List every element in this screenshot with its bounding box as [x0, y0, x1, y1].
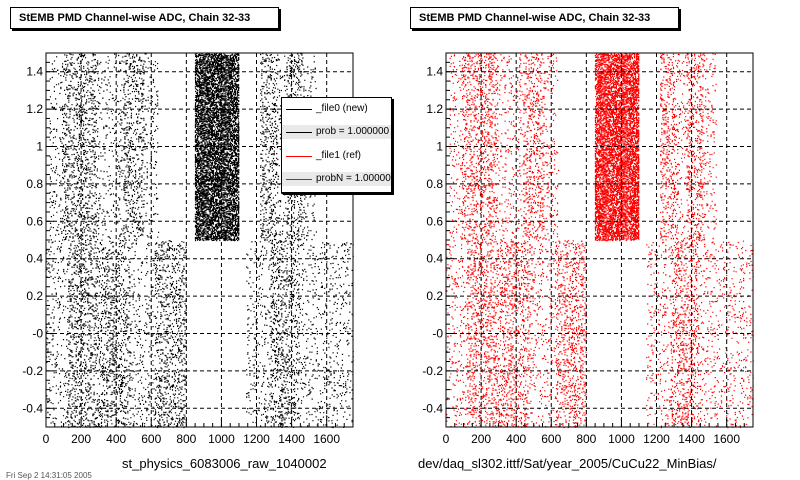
points-lower-medium: [467, 240, 700, 429]
y-tick-label: -0.2: [22, 364, 43, 378]
legend: _file0 (new) prob = 1.000000 _file1 (ref…: [281, 97, 392, 193]
y-tick-label: 1: [36, 140, 43, 154]
y-axis: -0.4 -0.2 -0 0.2 0.4 0.6 0.8 1 1.2 1.4: [22, 52, 54, 428]
y-tick-label: 0.4: [26, 252, 43, 266]
legend-label-ref: _file1 (ref): [316, 150, 362, 161]
timestamp-footnote: Fri Sep 2 14:31:05 2005: [6, 471, 92, 480]
legend-line-probn: [286, 179, 312, 180]
x-axis: 0 200 400 600 800 1000 1200 1400 1600: [43, 419, 354, 446]
y-tick-label: -0.4: [22, 401, 43, 415]
x-tick-label: 1400: [678, 432, 705, 446]
x-tick-label: 400: [106, 432, 126, 446]
plot-title-left: StEMB PMD Channel-wise ADC, Chain 32-33: [10, 7, 279, 29]
x-tick-label: 600: [541, 432, 561, 446]
plot-left: 0 200 400 600 800 1000 1200 1400 1600 -0.4 -0.2 -0 0…: [22, 52, 354, 446]
x-tick-label: 200: [71, 432, 91, 446]
legend-line-new: [286, 109, 312, 110]
y-tick-label: 1.4: [26, 65, 43, 79]
y-tick-label: 0.2: [26, 289, 43, 303]
points-upper-medium: [61, 53, 305, 242]
x-tick-label: 800: [576, 432, 596, 446]
x-tick-label: 1000: [608, 432, 635, 446]
x-tick-label: 0: [443, 432, 450, 446]
points-upper-dense: [194, 53, 240, 242]
legend-line-prob: [286, 132, 312, 133]
x-tick-label: 1600: [313, 432, 340, 446]
y-tick-label: -0.4: [422, 401, 443, 415]
legend-line-ref: [286, 156, 312, 157]
plot-title-right: StEMB PMD Channel-wise ADC, Chain 32-33: [410, 7, 679, 29]
y-tick-label: 0.8: [26, 177, 43, 191]
x-tick-label: 600: [141, 432, 161, 446]
x-caption-left: st_physics_6083006_raw_1040002: [122, 456, 327, 471]
x-tick-label: 1200: [643, 432, 670, 446]
legend-entry-ref: _file1 (ref): [282, 149, 391, 163]
x-tick-label: 1200: [243, 432, 270, 446]
x-tick-label: 400: [506, 432, 526, 446]
legend-entry-prob: prob = 1.000000: [282, 125, 391, 139]
points-upper-dense: [594, 53, 640, 242]
x-tick-label: 800: [176, 432, 196, 446]
x-tick-label: 1400: [278, 432, 305, 446]
legend-label-new: _file0 (new): [316, 103, 368, 114]
y-tick-label: -0.2: [422, 364, 443, 378]
points-lower-medium: [67, 240, 300, 429]
plot-right: 0 200 400 600 800 1000 1200 1400 1600 -0.4 -0.2 -0 0…: [422, 52, 754, 446]
y-tick-label: 1.2: [26, 102, 43, 116]
legend-entry-probn: probN = 1.000000: [282, 172, 392, 186]
y-tick-label: 0.4: [426, 252, 443, 266]
x-tick-label: 200: [471, 432, 491, 446]
y-tick-label: 0.2: [426, 289, 443, 303]
legend-entry-new: _file0 (new): [282, 102, 391, 116]
x-caption-right: dev/daq_sl302.ittf/Sat/year_2005/CuCu22_…: [418, 456, 717, 471]
scatter-points: [46, 53, 354, 429]
y-tick-label: 1: [436, 140, 443, 154]
grid-lines: [446, 53, 753, 427]
legend-label-prob: prob = 1.000000: [316, 126, 390, 137]
y-tick-label: -0: [432, 327, 443, 341]
y-tick-label: 1.4: [426, 65, 443, 79]
x-tick-label: 1600: [713, 432, 740, 446]
legend-label-probn: probN = 1.000000: [316, 173, 392, 184]
y-tick-label: 0.8: [426, 177, 443, 191]
y-tick-label: 0.6: [426, 214, 443, 228]
x-tick-label: 1000: [208, 432, 235, 446]
x-axis: 0 200 400 600 800 1000 1200 1400 1600: [443, 419, 754, 446]
points-upper-medium: [461, 53, 705, 242]
x-tick-label: 0: [43, 432, 50, 446]
y-tick-label: 0.6: [26, 214, 43, 228]
y-tick-label: 1.2: [426, 102, 443, 116]
y-tick-label: -0: [32, 327, 43, 341]
y-axis: -0.4 -0.2 -0 0.2 0.4 0.6 0.8 1 1.2 1.4: [422, 52, 454, 428]
